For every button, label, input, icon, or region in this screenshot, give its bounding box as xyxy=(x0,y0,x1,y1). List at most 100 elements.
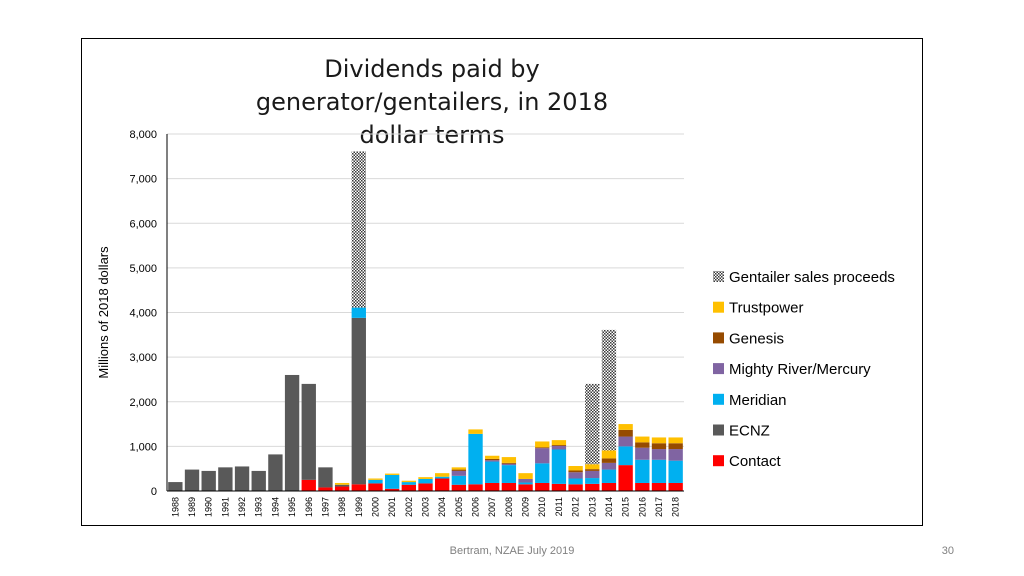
y-tick-label: 6,000 xyxy=(129,218,157,230)
legend-swatch-genesis xyxy=(713,332,724,344)
x-tick-label: 1989 xyxy=(187,497,197,517)
y-tick-label: 7,000 xyxy=(129,174,157,186)
legend-label-contact: Contact xyxy=(729,453,782,470)
bar-trustpower-2012 xyxy=(568,466,583,471)
bar-meridian-1999 xyxy=(351,307,366,318)
x-tick-label: 2010 xyxy=(537,497,547,517)
y-tick-label: 8,000 xyxy=(129,129,157,141)
bar-meridian-2001 xyxy=(384,474,400,489)
bar-meridian-2018 xyxy=(668,460,683,483)
bar-meridian-2009 xyxy=(518,482,533,485)
x-tick-label: 1997 xyxy=(320,497,330,517)
x-tick-label: 2005 xyxy=(454,497,464,517)
legend-swatch-trustpower xyxy=(713,301,724,313)
bar-trustpower-2016 xyxy=(635,436,650,443)
chart-svg: 0 1,000 2,000 3,000 4,000 5,000 6,000 7,000 8,00… xyxy=(96,129,895,517)
bar-meridian-2014 xyxy=(601,469,617,483)
bar-meridian-2008 xyxy=(501,465,517,483)
bar-meridian-2010 xyxy=(535,463,550,483)
bars xyxy=(168,151,683,491)
bar-mighty-river-mercury-2009 xyxy=(518,478,533,483)
bar-mighty-river-mercury-2013 xyxy=(585,470,600,479)
x-tick-label: 2003 xyxy=(421,497,431,517)
x-tick-label: 2001 xyxy=(387,497,397,517)
bar-contact-1997 xyxy=(318,487,333,491)
bar-trustpower-2015 xyxy=(618,424,633,430)
bar-ecnz-1993 xyxy=(251,470,266,491)
bar-ecnz-1995 xyxy=(284,374,300,491)
bar-ecnz-1999 xyxy=(351,317,366,485)
bar-trustpower-2014 xyxy=(601,450,617,459)
bar-contact-2005 xyxy=(451,484,467,491)
bar-mighty-river-mercury-2011 xyxy=(551,445,567,450)
bar-genesis-2007 xyxy=(485,458,500,461)
bar-genesis-2008 xyxy=(501,462,517,464)
legend-label-ecnz: ECNZ xyxy=(729,423,770,440)
x-tick-label: 1996 xyxy=(304,497,314,517)
x-tick-label: 2004 xyxy=(437,497,447,517)
bar-contact-2007 xyxy=(485,482,500,491)
bar-contact-2001 xyxy=(384,488,400,491)
bar-meridian-2012 xyxy=(568,478,583,485)
x-tick-label: 1992 xyxy=(237,497,247,517)
bar-gentailer-sales-proceeds-2013 xyxy=(585,383,600,465)
bar-meridian-2017 xyxy=(651,459,667,483)
bar-ecnz-1996 xyxy=(301,383,316,480)
bar-contact-2018 xyxy=(668,482,683,491)
bar-contact-2017 xyxy=(651,482,667,491)
bar-contact-1996 xyxy=(301,479,316,491)
bar-meridian-2013 xyxy=(585,478,600,484)
bar-contact-2012 xyxy=(568,484,583,491)
bar-ecnz-1994 xyxy=(268,454,283,491)
legend-swatch-contact xyxy=(713,455,724,467)
footer-text: Bertram, NZAE July 2019 xyxy=(449,545,575,557)
bar-mighty-river-mercury-2017 xyxy=(651,449,667,460)
x-tick-label: 2018 xyxy=(671,497,681,517)
bar-meridian-2011 xyxy=(551,449,567,484)
bar-trustpower-1998 xyxy=(334,482,350,485)
bar-mighty-river-mercury-2005 xyxy=(451,470,467,476)
x-tick-label: 2014 xyxy=(604,497,614,517)
chart-title: Dividends paid by generator/gentailers, … xyxy=(255,55,609,149)
bar-contact-2011 xyxy=(551,483,567,491)
bar-trustpower-2018 xyxy=(668,437,683,444)
bar-contact-2014 xyxy=(601,482,617,491)
bar-trustpower-2004 xyxy=(435,473,450,477)
bar-trustpower-2011 xyxy=(551,440,567,446)
bar-mighty-river-mercury-2012 xyxy=(568,472,583,479)
x-tick-label: 2011 xyxy=(554,497,564,516)
bar-trustpower-2002 xyxy=(401,480,416,483)
bar-contact-2008 xyxy=(501,482,517,491)
bar-contact-2013 xyxy=(585,483,600,491)
y-tick-label: 4,000 xyxy=(129,308,157,320)
bar-contact-2010 xyxy=(535,482,550,491)
y-tick-label: 5,000 xyxy=(129,263,157,275)
bar-trustpower-2008 xyxy=(501,457,517,463)
bar-contact-2000 xyxy=(368,483,383,491)
bar-genesis-2014 xyxy=(601,458,617,463)
x-tick-label: 2016 xyxy=(637,497,647,517)
bar-meridian-2015 xyxy=(618,446,633,466)
bar-ecnz-1998 xyxy=(334,484,350,487)
bar-ecnz-1997 xyxy=(318,467,333,488)
bar-genesis-2011 xyxy=(551,445,567,446)
bar-ecnz-1992 xyxy=(234,466,250,491)
bar-mighty-river-mercury-2014 xyxy=(601,462,617,470)
bar-genesis-2012 xyxy=(568,470,583,473)
bar-meridian-2003 xyxy=(418,478,433,484)
x-tick-label: 2015 xyxy=(621,497,631,517)
bar-mighty-river-mercury-2018 xyxy=(668,449,683,461)
bar-contact-2003 xyxy=(418,483,433,491)
x-tick-label: 1994 xyxy=(270,497,280,517)
bar-trustpower-2000 xyxy=(368,478,383,480)
bar-mighty-river-mercury-2016 xyxy=(635,447,650,460)
bar-trustpower-2013 xyxy=(585,464,600,470)
bar-mighty-river-mercury-2008 xyxy=(501,463,517,466)
bar-mighty-river-mercury-2010 xyxy=(535,448,550,464)
bar-trustpower-2010 xyxy=(535,441,550,448)
legend-swatch-meridian xyxy=(713,393,724,405)
bar-trustpower-2001 xyxy=(384,473,400,475)
x-tick-label: 2013 xyxy=(587,497,597,517)
bar-genesis-2016 xyxy=(635,442,650,448)
bar-gentailer-sales-proceeds-1999 xyxy=(351,151,366,308)
